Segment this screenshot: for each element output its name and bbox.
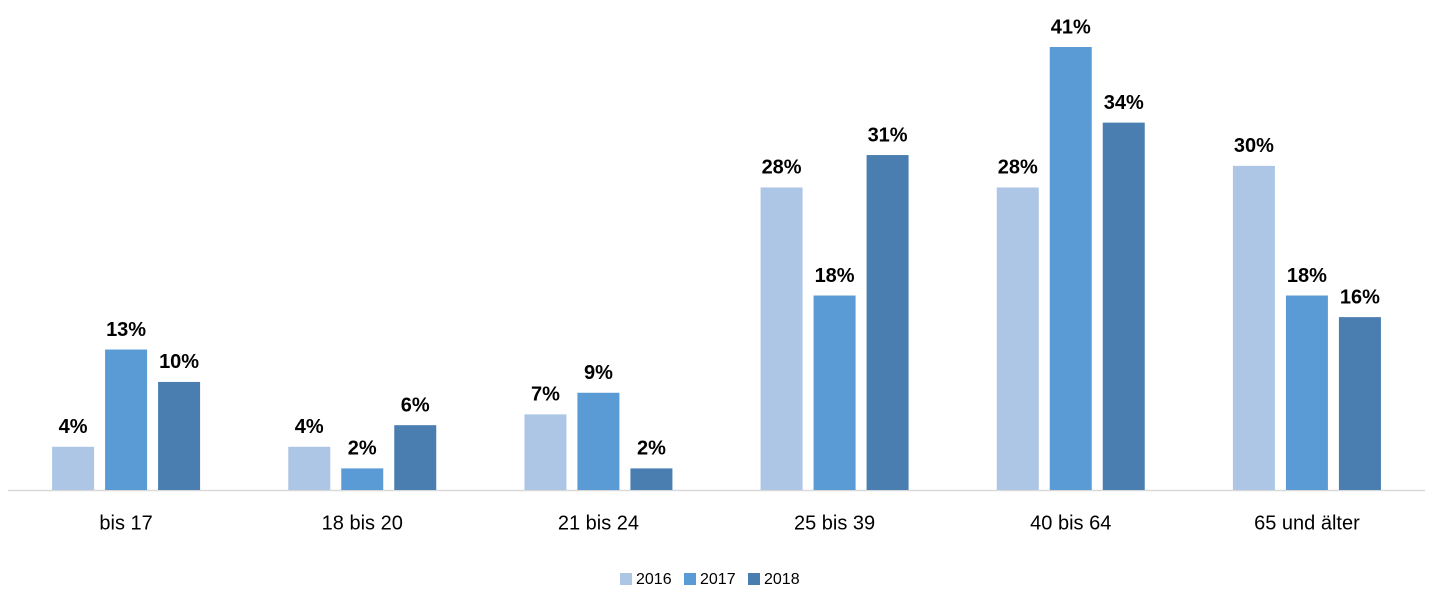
value-label: 4% [295, 416, 324, 438]
x-tick-label: 18 bis 20 [322, 512, 403, 534]
bar [394, 425, 437, 490]
legend-swatch [748, 573, 760, 585]
value-label: 16% [1340, 286, 1380, 308]
value-label: 6% [401, 394, 430, 416]
legend-label: 2016 [636, 571, 672, 588]
value-label: 2% [348, 438, 377, 460]
bar [1338, 317, 1381, 490]
bar [341, 468, 384, 490]
value-label: 34% [1104, 92, 1144, 114]
bar [813, 295, 856, 490]
value-label: 30% [1234, 135, 1274, 157]
bar [158, 381, 201, 490]
value-label: 41% [1051, 16, 1091, 38]
legend-swatch [620, 573, 632, 585]
bar [630, 468, 673, 490]
value-label: 4% [59, 416, 88, 438]
bar [524, 414, 567, 490]
value-label: 28% [762, 157, 802, 179]
value-label: 28% [998, 157, 1038, 179]
bar [760, 187, 803, 490]
value-label: 18% [815, 265, 855, 287]
value-label: 9% [584, 362, 613, 384]
x-tick-label: 25 bis 39 [794, 512, 875, 534]
x-tick-label: 65 und älter [1254, 512, 1360, 534]
value-label: 2% [637, 438, 666, 460]
bar [1285, 295, 1328, 490]
x-tick-label: 21 bis 24 [558, 512, 639, 534]
legend-label: 2017 [700, 571, 736, 588]
value-label: 31% [868, 124, 908, 146]
legend-label: 2018 [764, 571, 800, 588]
bar [996, 187, 1039, 490]
bar [1049, 47, 1092, 490]
value-label: 18% [1287, 265, 1327, 287]
bar [577, 392, 620, 490]
bar [1102, 122, 1145, 490]
value-label: 10% [159, 351, 199, 373]
value-label: 7% [531, 384, 560, 406]
bar [866, 155, 909, 491]
x-tick-label: bis 17 [99, 512, 152, 534]
bar [288, 446, 331, 490]
bar [1232, 165, 1275, 491]
value-label: 13% [106, 319, 146, 341]
bar [105, 349, 148, 490]
x-tick-label: 40 bis 64 [1030, 512, 1111, 534]
legend-swatch [684, 573, 696, 585]
bar [52, 446, 95, 490]
